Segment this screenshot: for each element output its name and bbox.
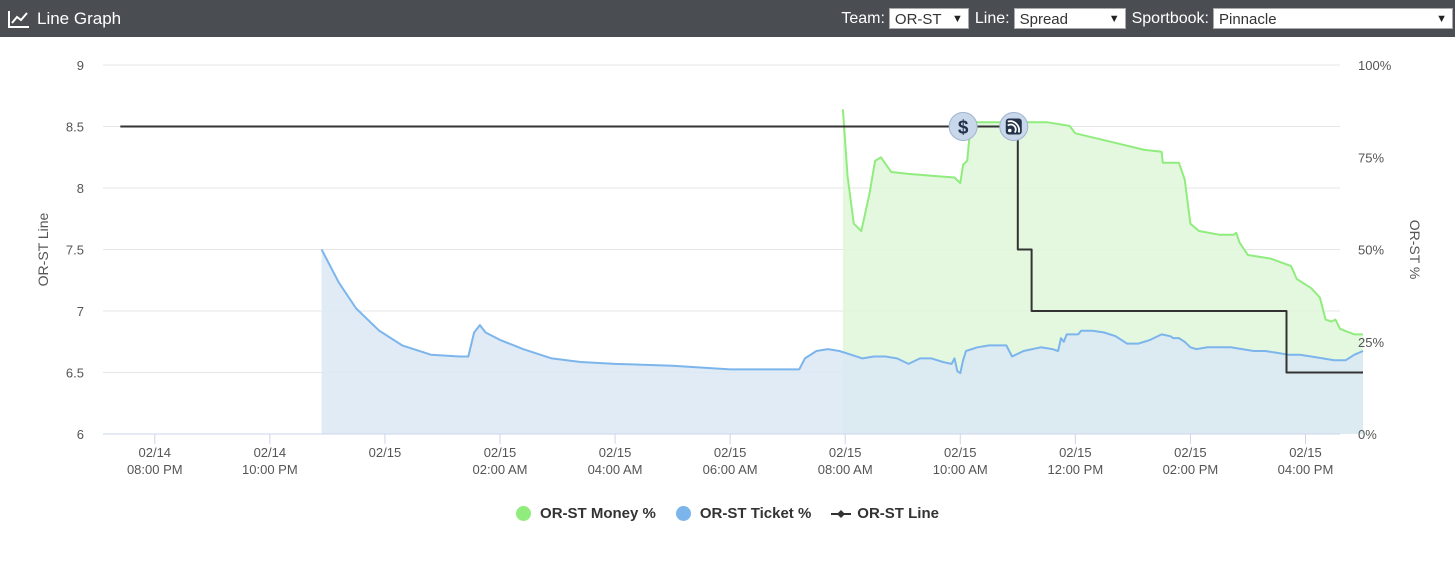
axes: 6 6.5 7 7.5 8 8.5 9 0% 25% 50% 75% 100% 02/14 08:00 P…: [35, 58, 1423, 477]
title-area: Line Graph: [8, 0, 121, 37]
series-lines: [120, 109, 1364, 375]
y-tick-label: 9: [77, 58, 84, 73]
x-tick-date: 02/15: [944, 445, 977, 460]
legend-item-line[interactable]: OR-ST Line: [831, 505, 939, 522]
y2-tick-label: 0%: [1358, 427, 1377, 442]
legend-money-label: OR-ST Money %: [540, 505, 656, 522]
x-tick-time: 02:00 AM: [473, 462, 528, 477]
y2-tick-label: 50%: [1358, 243, 1384, 258]
team-select[interactable]: OR-ST ▼: [888, 8, 969, 29]
y-tick-label: 6.5: [66, 366, 84, 381]
legend-money-dot: [516, 506, 532, 521]
x-tick-date: 02/15: [1289, 445, 1322, 460]
legend-ticket-label: OR-ST Ticket %: [699, 505, 812, 522]
y2-axis-title: OR-ST %: [1407, 220, 1423, 280]
news-marker: [999, 112, 1029, 141]
x-tick-date: 02/14: [139, 445, 172, 460]
x-tick-time: 06:00 AM: [703, 462, 758, 477]
sportbook-select[interactable]: Pinnacle ▼: [1213, 8, 1453, 29]
legend-line-symbol: [831, 509, 852, 518]
dollar-icon: $: [958, 118, 969, 139]
line-select[interactable]: Spread ▼: [1013, 8, 1126, 29]
rss-icon-arc: [1007, 123, 1017, 134]
x-tick-date: 02/14: [254, 445, 287, 460]
team-label: Team:: [841, 9, 885, 27]
chevron-down-icon: ▼: [1108, 13, 1120, 25]
x-tick-time: 04:00 PM: [1278, 462, 1334, 477]
y-axis-title: OR-ST Line: [35, 212, 51, 286]
x-tick-time: 10:00 PM: [242, 462, 298, 477]
page-title: Line Graph: [37, 8, 122, 28]
top-bar: Line Graph Team: OR-ST ▼ Line: Spread ▼ …: [0, 0, 1455, 37]
series-3-line: [120, 125, 1363, 374]
x-tick-time: 12:00 PM: [1048, 462, 1104, 477]
sportbook-label: Sportbook:: [1131, 9, 1209, 27]
line-chart: $ 6 6.5 7 7.5 8 8.5 9 0% 25% 50% 75% 100% 02/14 08:00…: [35, 58, 1423, 477]
legend-ticket-dot: [675, 506, 691, 521]
x-tick-date: 02/15: [484, 445, 517, 460]
legend-item-ticket[interactable]: OR-ST Ticket %: [675, 505, 812, 522]
team-select-value: OR-ST: [894, 11, 942, 28]
y-tick-label: 7: [77, 304, 84, 319]
series-2-line: [320, 249, 1364, 375]
money-marker: $: [948, 112, 978, 141]
y2-tick-label: 75%: [1358, 150, 1384, 165]
sportbook-select-value: Pinnacle: [1219, 11, 1277, 28]
line-chart-icon: [8, 10, 29, 28]
x-tick-date: 02/15: [1059, 445, 1092, 460]
y-tick-label: 7.5: [66, 243, 84, 258]
flag-markers: $: [948, 112, 1029, 141]
x-tick-time: 02:00 PM: [1163, 462, 1219, 477]
y2-tick-label: 25%: [1358, 335, 1384, 350]
x-tick-date: 02/15: [1174, 445, 1207, 460]
rss-icon-arc: [1007, 120, 1020, 133]
legend-item-money[interactable]: OR-ST Money %: [516, 505, 656, 522]
series-areas: [321, 109, 1364, 435]
series-2-area: [321, 249, 1364, 434]
x-tick-time: 08:00 PM: [127, 462, 183, 477]
rss-icon: [1005, 118, 1022, 135]
x-tick-time: 08:00 AM: [818, 462, 873, 477]
y-tick-label: 8: [77, 181, 84, 196]
chevron-down-icon: ▼: [1436, 13, 1447, 25]
chevron-down-icon: ▼: [952, 13, 963, 25]
legend: OR-ST Money % OR-ST Ticket % OR-ST Line: [0, 505, 1455, 522]
x-tick-date: 02/15: [369, 445, 402, 460]
chart-controls: Team: OR-ST ▼ Line: Spread ▼ Sportbook: …: [841, 0, 1455, 37]
x-tick-time: 10:00 AM: [933, 462, 988, 477]
y-tick-label: 6: [77, 427, 84, 442]
legend-line-label: OR-ST Line: [857, 505, 939, 522]
line-select-value: Spread: [1019, 11, 1068, 28]
y-tick-label: 8.5: [66, 120, 84, 135]
x-tick-time: 04:00 AM: [588, 462, 643, 477]
x-tick-date: 02/15: [829, 445, 862, 460]
y2-tick-label: 100%: [1358, 58, 1392, 73]
line-label: Line:: [974, 9, 1010, 27]
series-1-line: [841, 109, 1363, 336]
x-tick-date: 02/15: [599, 445, 632, 460]
x-tick-date: 02/15: [714, 445, 747, 460]
rss-icon-dot: [1007, 128, 1012, 133]
money-marker-bg: [948, 112, 978, 141]
